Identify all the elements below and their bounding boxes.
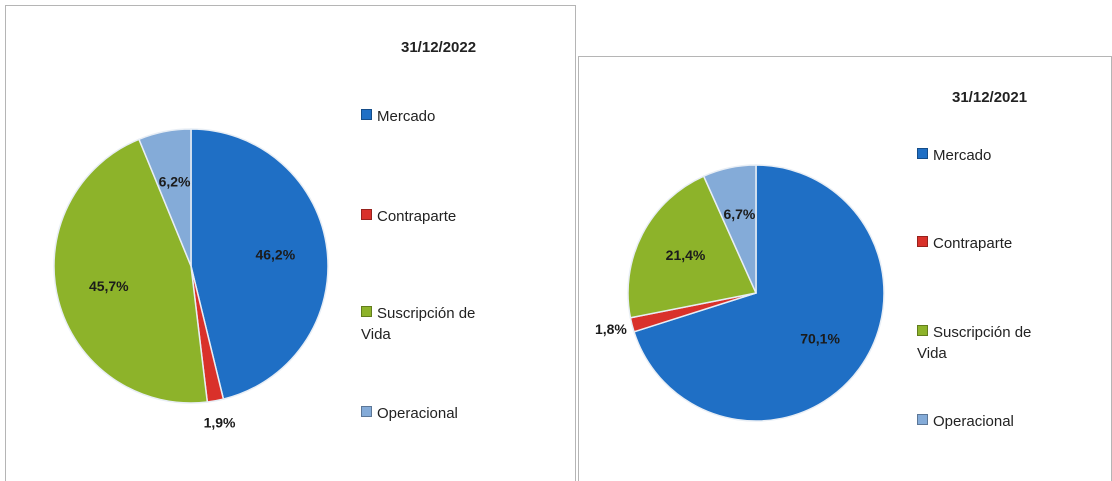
legend-label: Suscripción de Vida — [361, 305, 476, 343]
legend-label: Mercado — [377, 108, 436, 125]
pie-slice — [627, 175, 758, 319]
legend-item: Operacional — [361, 403, 501, 424]
data-label: 45,7% — [89, 278, 129, 294]
pie-slice — [137, 128, 192, 267]
chart-title: 31/12/2022 — [401, 39, 477, 56]
legend-label: Contraparte — [933, 235, 1013, 252]
legend-swatch — [361, 209, 372, 220]
pie-chart: 46,2% 1,9% 45,7% 6,2% — [53, 128, 329, 430]
legend-item: Mercado — [917, 145, 1057, 166]
legend-swatch — [917, 325, 928, 336]
data-label: 6,2% — [159, 173, 191, 189]
legend-swatch — [361, 109, 372, 120]
legend-swatch — [917, 148, 928, 159]
pie-slice — [53, 138, 209, 404]
data-label: 21,4% — [666, 247, 706, 263]
legend-label: Operacional — [377, 405, 458, 422]
legend-swatch — [361, 406, 372, 417]
pie-slice — [702, 164, 757, 294]
data-label: 1,9% — [204, 414, 236, 430]
legend-label: Mercado — [933, 147, 992, 164]
chart-title: 31/12/2021 — [952, 89, 1028, 106]
legend-item: Operacional — [917, 411, 1057, 432]
data-label: 6,7% — [723, 206, 755, 222]
data-label: 46,2% — [255, 247, 295, 263]
legend-item: Contraparte — [917, 233, 1057, 254]
legend-swatch — [917, 236, 928, 247]
pie-chart: 70,1% 1,8% 21,4% 6,7% — [595, 164, 885, 422]
chart-panel: 46,2% 1,9% 45,7% 6,2% 31/12/2022 Mercado Contr… — [5, 5, 576, 481]
legend-label: Contraparte — [377, 208, 457, 225]
legend-label: Operacional — [933, 413, 1014, 430]
data-label: 70,1% — [800, 331, 840, 347]
chart-panel: 70,1% 1,8% 21,4% 6,7% 31/12/2021 Mercado Contr… — [578, 56, 1112, 481]
legend-swatch — [361, 306, 372, 317]
legend-swatch — [917, 414, 928, 425]
legend-item: Suscripción de Vida — [361, 303, 501, 345]
legend-label: Suscripción de Vida — [917, 324, 1032, 362]
pie-slice — [633, 164, 885, 422]
legend-item: Contraparte — [361, 206, 501, 227]
legend-item: Mercado — [361, 106, 501, 127]
legend-item: Suscripción de Vida — [917, 322, 1057, 364]
pie-slice — [190, 128, 329, 401]
data-label: 1,8% — [595, 321, 627, 337]
